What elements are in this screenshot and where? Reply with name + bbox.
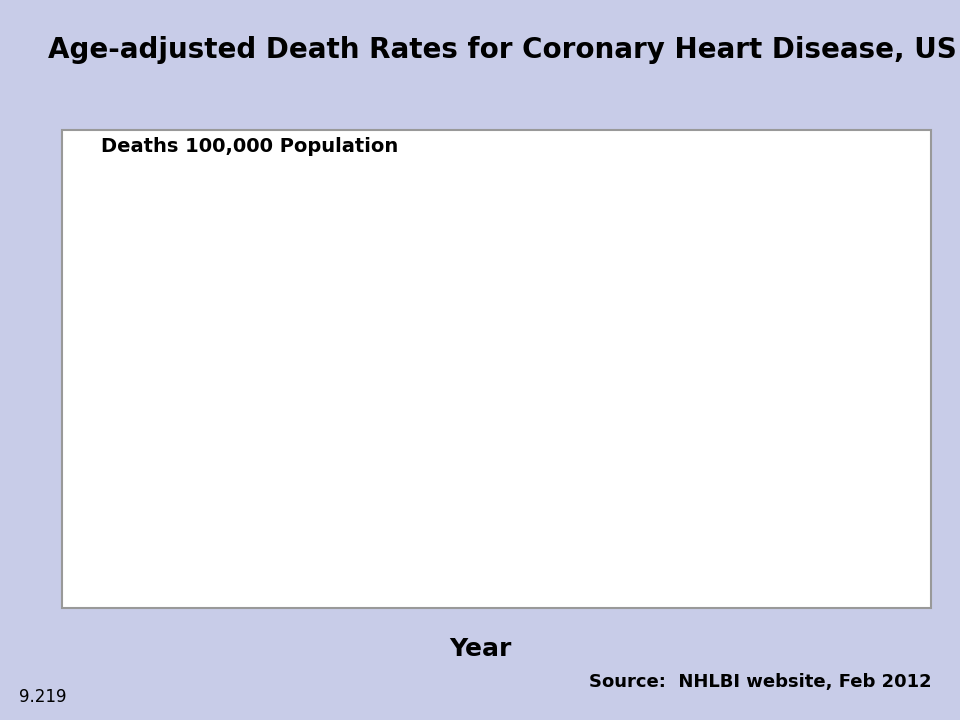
Text: Year: Year: [449, 637, 511, 661]
Text: Age-adjusted Death Rates for Coronary Heart Disease, US 1950-2007: Age-adjusted Death Rates for Coronary He…: [48, 36, 960, 64]
Text: Deaths 100,000 Population: Deaths 100,000 Population: [101, 137, 398, 156]
Text: 9.219: 9.219: [19, 688, 66, 706]
Text: Source:  NHLBI website, Feb 2012: Source: NHLBI website, Feb 2012: [588, 673, 931, 691]
Text: 1,137,000 Deaths Averted  in 2007 Due to Decline
from Peak Rate in 1968 (1,543,0: 1,137,000 Deaths Averted in 2007 Due to …: [155, 412, 540, 444]
